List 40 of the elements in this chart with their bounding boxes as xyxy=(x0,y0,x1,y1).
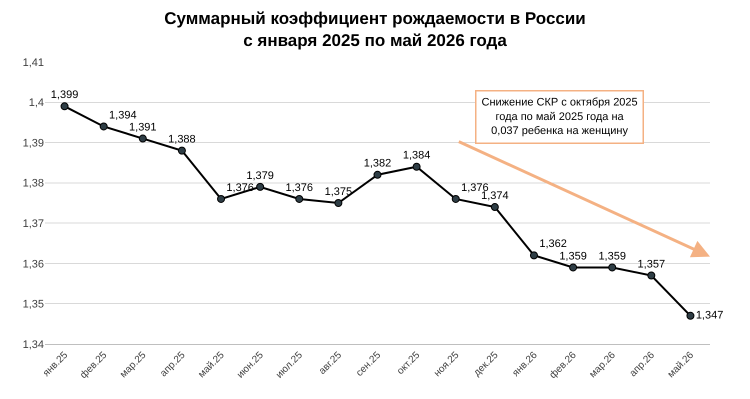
data-label: 1,376 xyxy=(285,182,314,194)
point xyxy=(569,263,578,272)
point xyxy=(686,312,694,320)
point xyxy=(217,194,226,203)
y-tick-label: 1,41 xyxy=(22,56,44,69)
point xyxy=(452,194,460,203)
data-label: 1,394 xyxy=(109,109,137,122)
y-tick-label: 1,35 xyxy=(22,298,44,311)
y-tick-label: 1,37 xyxy=(22,218,44,230)
point xyxy=(608,263,616,272)
chart-title: Суммарный коэффициент рождаемости в России с января 2025 по май 2026 года xyxy=(164,8,586,50)
data-label: 1,359 xyxy=(598,250,626,262)
point xyxy=(490,203,499,212)
y-tick-label: 1,38 xyxy=(22,178,44,190)
data-label: 1,379 xyxy=(246,170,274,182)
y-tick-label: 1,4 xyxy=(28,97,44,110)
point xyxy=(60,102,69,110)
point xyxy=(295,194,304,203)
data-label: 1,362 xyxy=(539,238,567,250)
y-tick-label: 1,39 xyxy=(22,137,44,150)
data-label: 1,347 xyxy=(696,310,724,322)
point xyxy=(374,170,382,179)
data-label: 1,391 xyxy=(129,121,157,134)
y-tick-label: 1,36 xyxy=(22,258,44,270)
data-label: 1,382 xyxy=(364,158,392,170)
point xyxy=(138,134,147,143)
point xyxy=(178,146,186,155)
data-label: 1,388 xyxy=(168,134,196,146)
point xyxy=(100,122,108,130)
y-tick-label: 1,34 xyxy=(22,338,44,351)
data-label: 1,384 xyxy=(402,150,430,162)
data-label: 1,359 xyxy=(559,250,587,262)
point xyxy=(334,199,342,207)
point xyxy=(412,162,421,171)
data-label: 1,357 xyxy=(638,258,666,270)
annotation: Снижение СКР с октября 2025 года по май 2025 года на 0,037 ребенка на женщину xyxy=(482,96,638,138)
point xyxy=(530,251,538,260)
point xyxy=(256,182,264,191)
data-label: 1,399 xyxy=(50,89,78,102)
point xyxy=(647,272,656,280)
